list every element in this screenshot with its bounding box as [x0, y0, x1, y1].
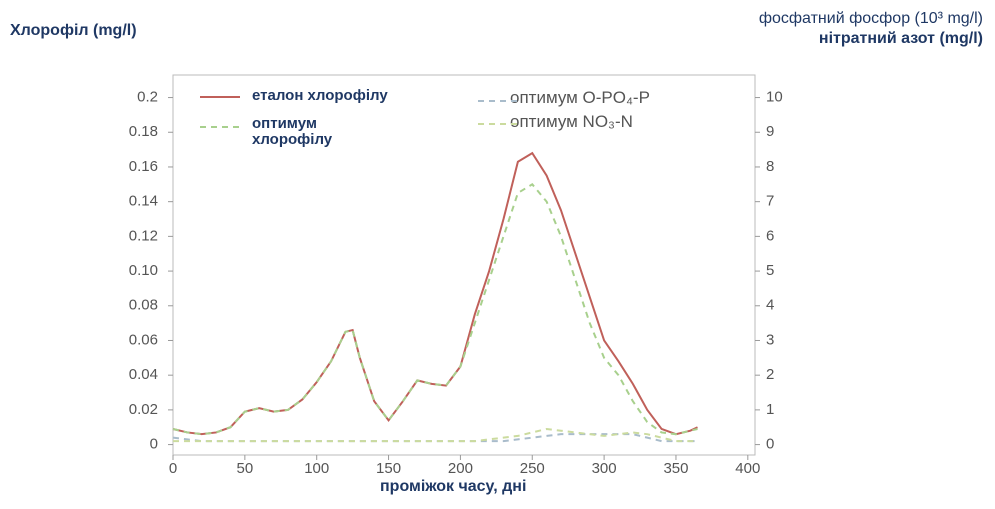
y2-tick-label: 3 — [766, 331, 774, 348]
legend-label: оптимум NO₃-N — [510, 112, 633, 131]
y2-tick-label: 2 — [766, 366, 774, 383]
x-tick-label: 100 — [304, 460, 329, 477]
y-tick-label: 0.06 — [129, 331, 158, 348]
y2-axis-title: нітратний азот (mg/l) — [818, 30, 983, 47]
legend-label: оптимум O-PO₄-P — [510, 88, 650, 107]
legend-label: еталон хлорофілу — [252, 87, 388, 104]
y-tick-label: 0.18 — [129, 123, 158, 140]
y2-tick-label: 4 — [766, 297, 774, 314]
x-tick-label: 400 — [735, 460, 760, 477]
y2-tick-label: 1 — [766, 401, 774, 418]
x-tick-label: 300 — [592, 460, 617, 477]
y-axis-title: Хлорофіл (mg/l) — [10, 22, 137, 39]
y-tick-label: 0.08 — [129, 297, 158, 314]
y2-tick-label: 10 — [766, 89, 783, 106]
x-tick-label: 150 — [376, 460, 401, 477]
legend-label: оптимум хлорофілу — [252, 115, 333, 148]
y2-tick-label: 9 — [766, 123, 774, 140]
series-line — [172, 433, 698, 443]
series-line — [172, 183, 698, 436]
plot-frame — [172, 74, 756, 456]
y2-axis-title: фосфатний фосфор (10³ mg/l) — [758, 10, 983, 27]
x-tick-label: 250 — [520, 460, 545, 477]
y-tick-label: 0.04 — [129, 366, 158, 383]
x-tick-label: 0 — [169, 460, 177, 477]
x-axis-title: проміжок часу, дні — [380, 478, 527, 495]
y-tick-label: 0.12 — [129, 227, 158, 244]
y2-tick-label: 0 — [766, 436, 774, 453]
y2-tick-label: 5 — [766, 262, 774, 279]
y-tick-label: 0 — [150, 436, 158, 453]
y-tick-label: 0.10 — [129, 262, 158, 279]
series-line — [173, 427, 698, 443]
y-tick-label: 0.16 — [129, 158, 158, 175]
x-tick-label: 200 — [448, 460, 473, 477]
y2-tick-label: 6 — [766, 227, 774, 244]
y2-tick-label: 8 — [766, 158, 774, 175]
y-tick-label: 0.2 — [137, 89, 158, 106]
series-line — [172, 151, 698, 436]
y2-tick-label: 7 — [766, 193, 774, 210]
y-tick-label: 0.14 — [129, 193, 158, 210]
x-tick-label: 50 — [237, 460, 254, 477]
y-tick-label: 0.02 — [129, 401, 158, 418]
x-tick-label: 350 — [663, 460, 688, 477]
